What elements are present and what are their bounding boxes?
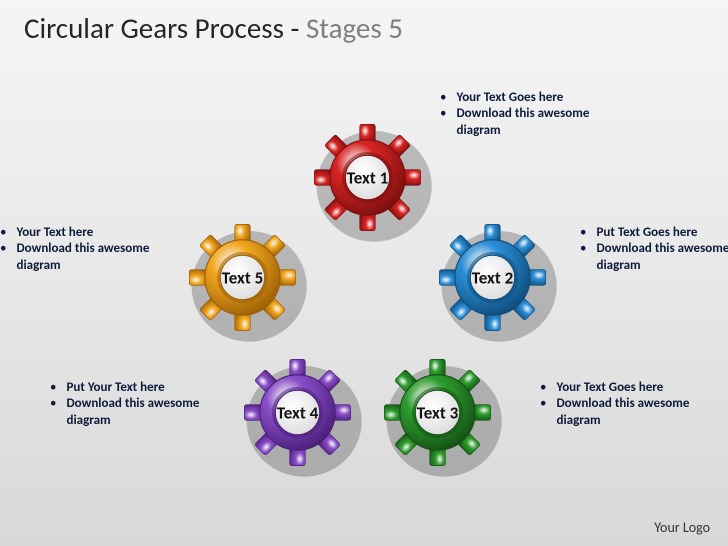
gear-g2: Text 2 xyxy=(415,200,570,355)
gear-label-g3: Text 3 xyxy=(417,402,458,423)
callout-line: Your Text Goes here xyxy=(540,380,720,396)
logo-placeholder: Your Logo xyxy=(654,519,710,536)
callout-line: Download this awesome diagram xyxy=(0,241,170,274)
diagram-stage: Text 1 xyxy=(0,60,728,516)
callout-line: Your Text Goes here xyxy=(440,90,630,106)
callout-c1: Your Text Goes hereDownload this awesome… xyxy=(440,90,630,139)
gear-label-g1: Text 1 xyxy=(347,167,388,188)
gear-g5: Text 5 xyxy=(165,200,320,355)
callout-line: Download this awesome diagram xyxy=(50,396,230,429)
callout-c2: Put Text Goes hereDownload this awesome … xyxy=(580,225,728,274)
callout-line: Download this awesome diagram xyxy=(580,241,728,274)
gear-label-g4: Text 4 xyxy=(277,402,318,423)
callout-line: Download this awesome diagram xyxy=(440,106,630,139)
title-sub: Stages 5 xyxy=(306,10,403,46)
callout-line: Your Text here xyxy=(0,225,170,241)
callout-c4: Put Your Text hereDownload this awesome … xyxy=(50,380,230,429)
callout-c5: Your Text hereDownload this awesome diag… xyxy=(0,225,170,274)
gear-g3: Text 3 xyxy=(360,335,515,490)
slide-title: Circular Gears Process - Stages 5 xyxy=(0,0,728,52)
callout-line: Put Your Text here xyxy=(50,380,230,396)
callout-line: Download this awesome diagram xyxy=(540,396,720,429)
gear-g4: Text 4 xyxy=(220,335,375,490)
gear-label-g5: Text 5 xyxy=(222,267,263,288)
callout-c3: Your Text Goes hereDownload this awesome… xyxy=(540,380,720,429)
callout-line: Put Text Goes here xyxy=(580,225,728,241)
title-main: Circular Gears Process - xyxy=(24,10,306,46)
gear-label-g2: Text 2 xyxy=(472,267,513,288)
